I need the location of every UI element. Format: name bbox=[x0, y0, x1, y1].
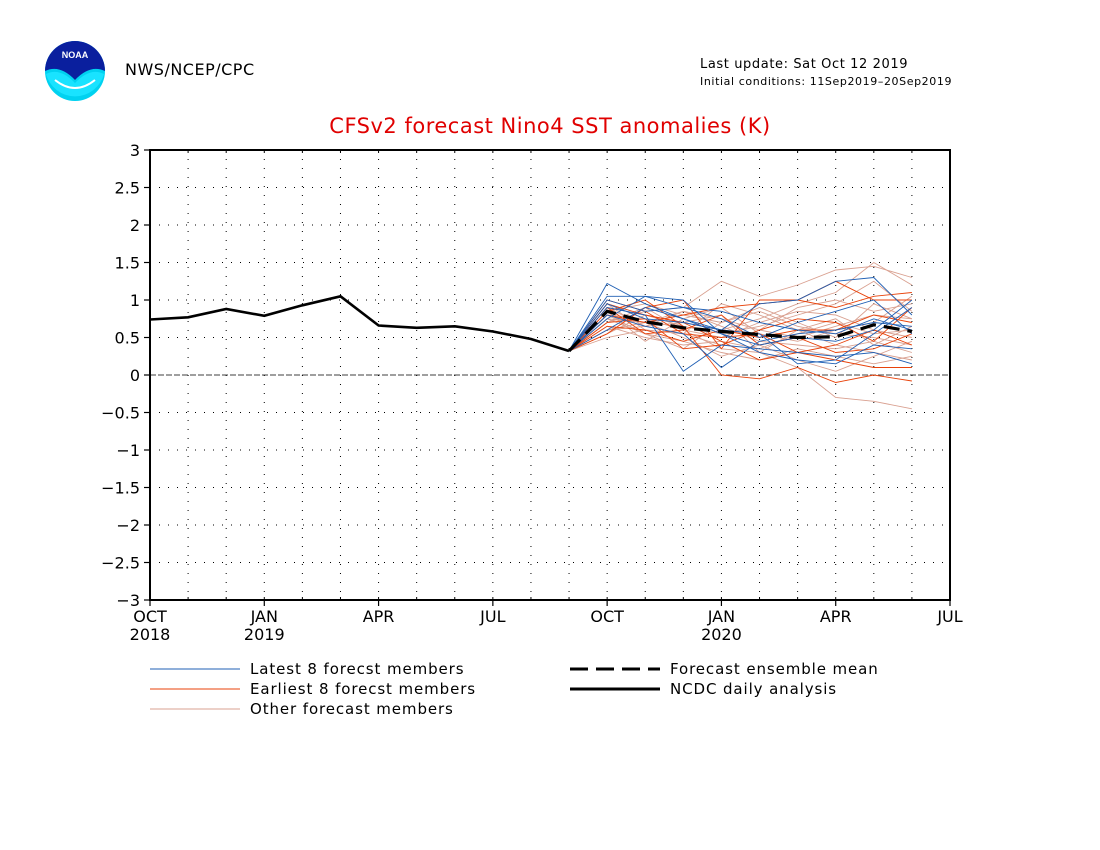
member-line bbox=[568, 277, 913, 352]
legend-mean: Forecast ensemble mean bbox=[670, 660, 879, 678]
initial-conditions: Initial conditions: 11Sep2019–20Sep2019 bbox=[700, 75, 953, 88]
chart-title: CFSv2 forecast Nino4 SST anomalies (K) bbox=[329, 114, 771, 138]
y-tick-label: −3 bbox=[116, 591, 140, 610]
y-tick-label: 3 bbox=[130, 141, 140, 160]
y-tick-label: −1.5 bbox=[101, 479, 140, 498]
x-tick-label: OCT bbox=[133, 607, 167, 626]
y-tick-label: 1 bbox=[130, 291, 140, 310]
member-line bbox=[568, 295, 913, 352]
y-tick-label: 1.5 bbox=[115, 254, 140, 273]
y-tick-label: 0.5 bbox=[115, 329, 140, 348]
legend-earliest: Earliest 8 forecst members bbox=[250, 680, 476, 698]
member-line bbox=[568, 307, 913, 365]
member-line bbox=[568, 322, 912, 352]
x-tick-label: JAN bbox=[250, 607, 278, 626]
x-tick-label: JUL bbox=[936, 607, 962, 626]
x-tick-label: JUL bbox=[479, 607, 505, 626]
x-tick-year-label: 2018 bbox=[130, 625, 171, 644]
legend-ncdc: NCDC daily analysis bbox=[670, 680, 838, 698]
ensemble-mean-line bbox=[567, 309, 913, 353]
member-line bbox=[568, 299, 913, 352]
y-tick-label: −2 bbox=[116, 516, 140, 535]
noaa-logo: NOAA bbox=[45, 41, 105, 101]
member-line bbox=[568, 314, 912, 352]
y-tick-label: 2.5 bbox=[115, 179, 140, 198]
y-tick-label: 2 bbox=[130, 216, 140, 235]
member-line bbox=[568, 314, 912, 369]
last-update: Last update: Sat Oct 12 2019 bbox=[700, 57, 909, 72]
ncdc-analysis-line bbox=[149, 294, 570, 353]
x-tick-label: APR bbox=[820, 607, 852, 626]
member-line bbox=[568, 303, 912, 368]
y-tick-label: 0 bbox=[130, 366, 140, 385]
x-tick-label: APR bbox=[363, 607, 395, 626]
x-tick-label: OCT bbox=[590, 607, 624, 626]
x-tick-year-label: 2020 bbox=[701, 625, 742, 644]
y-tick-label: −1 bbox=[116, 441, 140, 460]
plot-frame bbox=[149, 149, 951, 601]
x-tick-year-label: 2019 bbox=[244, 625, 285, 644]
y-tick-label: −2.5 bbox=[101, 554, 140, 573]
member-line bbox=[568, 303, 913, 352]
org-name: NWS/NCEP/CPC bbox=[125, 60, 255, 79]
noaa-logo-text: NOAA bbox=[62, 50, 89, 60]
legend-latest: Latest 8 forecst members bbox=[250, 660, 465, 678]
x-tick-label: JAN bbox=[707, 607, 735, 626]
legend-other: Other forecast members bbox=[250, 700, 454, 718]
y-tick-label: −0.5 bbox=[101, 404, 140, 423]
